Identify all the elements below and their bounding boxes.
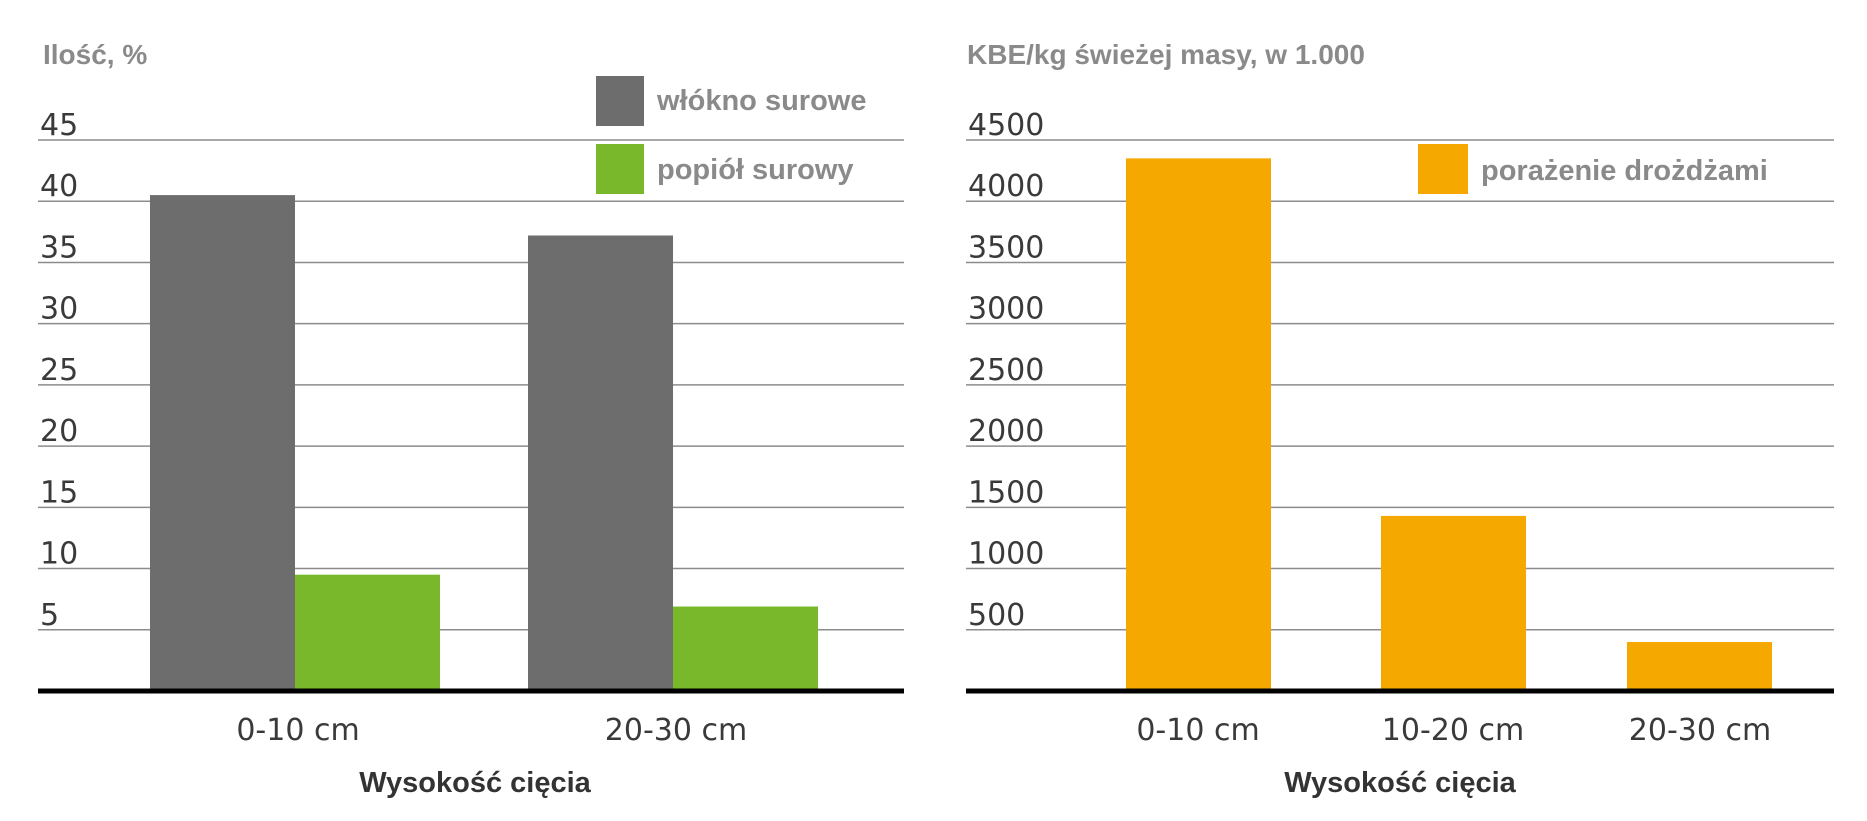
y-tick-label: 2000 bbox=[968, 414, 1044, 449]
x-tick-label: 0-10 cm bbox=[236, 713, 359, 748]
y-tick-label: 35 bbox=[40, 230, 78, 265]
y-tick-label: 3000 bbox=[968, 292, 1044, 327]
y-tick-label: 40 bbox=[40, 169, 78, 204]
bar bbox=[1381, 515, 1526, 691]
legend-swatch-fiber bbox=[596, 76, 644, 126]
gridlines bbox=[966, 139, 1834, 631]
bar bbox=[150, 195, 295, 691]
y-tick-label: 30 bbox=[40, 292, 78, 327]
y-tick-label: 10 bbox=[40, 537, 78, 572]
y-tick-labels: 500 1000 1500 2000 2500 3000 3500 4000 4500 bbox=[968, 108, 1044, 633]
legend-label-ash: popiół surowy bbox=[657, 154, 854, 186]
category-labels: 0-10 cm 20-30 cm bbox=[236, 713, 747, 748]
y-tick-labels: 5 10 15 20 25 30 35 40 45 bbox=[40, 108, 78, 633]
y-tick-label: 500 bbox=[968, 598, 1025, 633]
y-tick-label: 5 bbox=[40, 598, 59, 633]
x-tick-label: 10-20 cm bbox=[1382, 713, 1524, 748]
legend: porażenie drożdżami bbox=[1418, 144, 1768, 194]
x-tick-label: 0-10 cm bbox=[1136, 713, 1259, 748]
chart-yeast: KBE/kg świeżej masy, w 1.000 500 1000 1500… bbox=[966, 39, 1834, 799]
y-tick-label: 25 bbox=[40, 353, 78, 388]
bars bbox=[150, 195, 818, 692]
legend: włókno surowe popiół surowy bbox=[596, 76, 866, 194]
legend-label-fiber: włókno surowe bbox=[656, 85, 866, 117]
y-unit-label: Ilość, % bbox=[43, 39, 147, 70]
legend-swatch-yeast bbox=[1418, 144, 1468, 194]
category-labels: 0-10 cm 10-20 cm 20-30 cm bbox=[1136, 713, 1771, 748]
y-tick-label: 4500 bbox=[968, 108, 1044, 143]
y-tick-label: 1000 bbox=[968, 537, 1044, 572]
legend-swatch-ash bbox=[596, 144, 644, 194]
bar bbox=[295, 574, 440, 691]
y-tick-label: 20 bbox=[40, 414, 78, 449]
y-tick-label: 2500 bbox=[968, 353, 1044, 388]
y-tick-label: 4000 bbox=[968, 169, 1044, 204]
chart-fiber-ash: Ilość, % 5 10 15 20 25 30 35 40 45 0-10 cm 20-30 … bbox=[38, 39, 904, 799]
x-axis-title: Wysokość cięcia bbox=[359, 767, 591, 799]
bars bbox=[1126, 158, 1772, 691]
x-tick-label: 20-30 cm bbox=[1629, 713, 1771, 748]
bar bbox=[673, 606, 818, 691]
y-tick-label: 15 bbox=[40, 475, 78, 510]
bar bbox=[1627, 642, 1772, 691]
x-tick-label: 20-30 cm bbox=[605, 713, 747, 748]
y-tick-label: 1500 bbox=[968, 475, 1044, 510]
legend-label-yeast: porażenie drożdżami bbox=[1481, 155, 1768, 187]
y-tick-label: 45 bbox=[40, 108, 78, 143]
bar bbox=[528, 235, 673, 692]
bar bbox=[1126, 158, 1271, 691]
x-axis-title: Wysokość cięcia bbox=[1284, 767, 1516, 799]
y-tick-label: 3500 bbox=[968, 230, 1044, 265]
y-unit-label: KBE/kg świeżej masy, w 1.000 bbox=[967, 39, 1365, 70]
